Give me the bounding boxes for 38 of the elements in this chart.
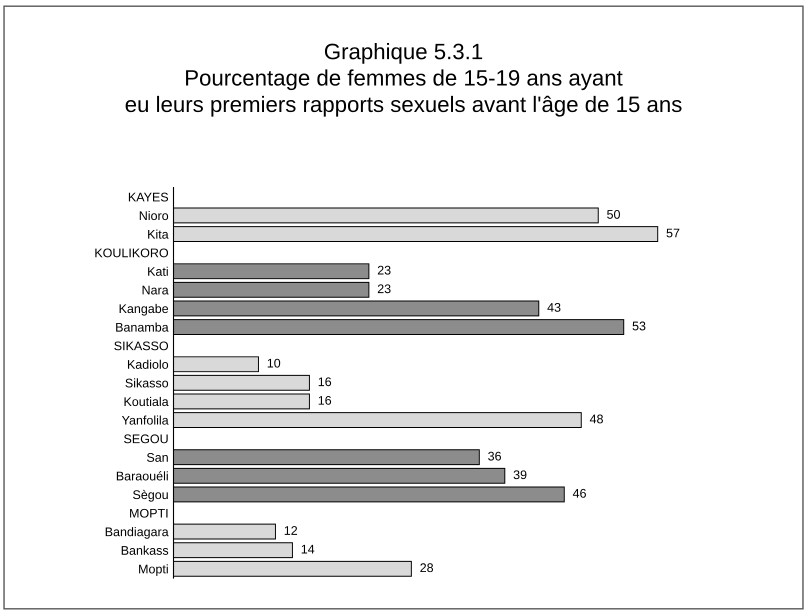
y-tick-label: Kita bbox=[148, 230, 169, 239]
y-tick-label: Banamba bbox=[116, 322, 169, 332]
y-tick-label: Bandiagara bbox=[106, 527, 169, 539]
y-tick-label: Sikasso bbox=[125, 378, 168, 388]
y-tick-label: KOULIKORO bbox=[95, 248, 168, 258]
data-label: 53 bbox=[632, 322, 646, 330]
data-label: 57 bbox=[666, 228, 680, 238]
y-tick-label: Yanfolila bbox=[122, 416, 169, 425]
y-tick-label: Mopti bbox=[139, 564, 168, 576]
data-label: 23 bbox=[378, 266, 391, 275]
y-tick-label: Nioro bbox=[140, 210, 168, 220]
y-tick-label: MOPTI bbox=[130, 508, 168, 518]
y-tick-label: Nara bbox=[142, 286, 169, 295]
chart-title: Graphique 5.3.1 Pourcentage de femmes de 15-19 ans ayant eu leurs premiers rapports sexuels avant l'âge de 15 ans bbox=[126, 43, 682, 117]
y-tick-label: San bbox=[146, 453, 168, 462]
y-tick-label: SIKASSO bbox=[114, 341, 168, 350]
data-label: 48 bbox=[590, 414, 603, 424]
data-label: 16 bbox=[318, 377, 332, 386]
data-label: 23 bbox=[378, 284, 391, 294]
data-label: 14 bbox=[302, 544, 314, 554]
data-label: 46 bbox=[572, 488, 586, 498]
data-label: 43 bbox=[547, 302, 560, 312]
data-label: 39 bbox=[514, 470, 526, 480]
y-tick-label: Kadiolo bbox=[128, 360, 168, 369]
data-label: 10 bbox=[268, 358, 280, 368]
data-label: 16 bbox=[318, 396, 332, 405]
y-tick-label: KAYES bbox=[128, 192, 168, 202]
y-tick-label: Bankass bbox=[122, 546, 168, 555]
y-tick-label: SEGOU bbox=[124, 434, 168, 444]
y-tick-label: Kati bbox=[148, 266, 168, 276]
y-tick-label: Baraouéli bbox=[116, 471, 168, 480]
y-tick-label: Sègou bbox=[133, 490, 168, 502]
data-label: 28 bbox=[420, 563, 434, 572]
y-tick-label: Koutiala bbox=[124, 396, 169, 406]
data-label: 50 bbox=[607, 210, 620, 219]
data-label: 12 bbox=[284, 526, 298, 535]
data-label: 36 bbox=[488, 452, 502, 461]
y-tick-label: Kangabe bbox=[120, 304, 168, 316]
